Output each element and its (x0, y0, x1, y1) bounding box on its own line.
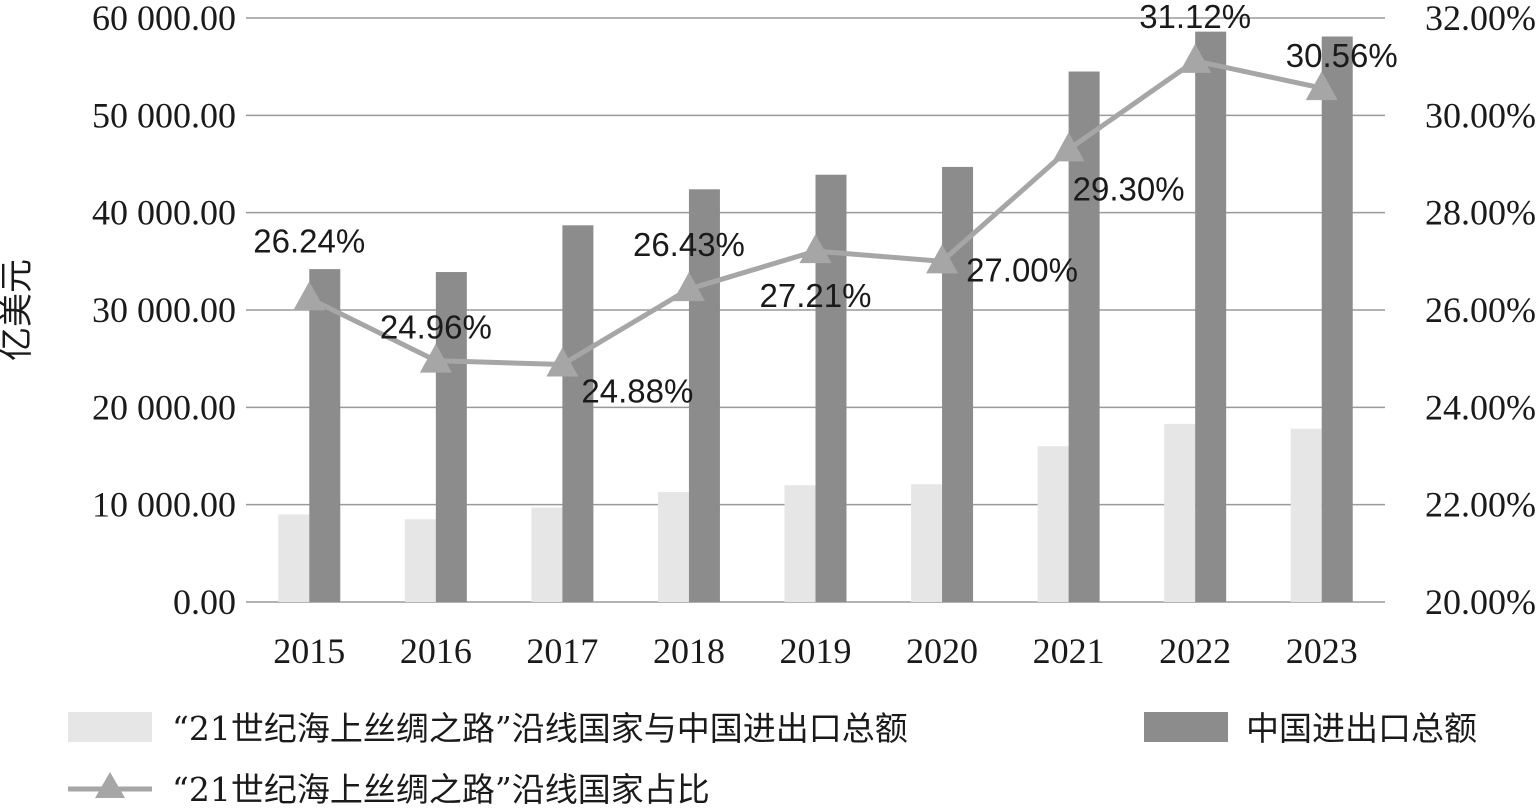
data-label: 31.12% (1139, 0, 1251, 35)
bar-silk-road-trade (404, 519, 436, 602)
triangle-marker (926, 244, 959, 274)
bar-china-total-trade (815, 174, 847, 602)
legend-marker-share (95, 772, 125, 798)
triangle-marker (672, 272, 705, 302)
data-label: 24.96% (380, 309, 492, 346)
bar-silk-road-trade (531, 507, 563, 602)
triangle-marker (546, 347, 579, 377)
x-tick-label: 2015 (273, 631, 345, 671)
bar-series (278, 31, 1353, 603)
x-tick-label: 2023 (1286, 631, 1358, 671)
legend-label-share: “21世纪海上丝绸之路”沿线国家占比 (172, 770, 710, 808)
y-tick-label: 40 000.00 (92, 193, 236, 233)
triangle-marker (1305, 71, 1338, 101)
bar-silk-road-trade (1037, 446, 1069, 602)
y2-tick-label: 22.00% (1425, 485, 1536, 525)
x-tick-label: 2022 (1159, 631, 1231, 671)
data-label: 27.00% (966, 251, 1078, 288)
data-label: 27.21% (760, 277, 872, 314)
bar-china-total-trade (942, 166, 974, 603)
line-series (293, 43, 1338, 377)
legend-label-china-total: 中国进出口总额 (1246, 709, 1477, 748)
y2-tick-label: 32.00% (1425, 0, 1536, 38)
y-tick-label: 0.00 (173, 582, 236, 622)
data-label: 30.56% (1286, 37, 1398, 74)
legend-swatch-china-total (1144, 712, 1228, 742)
y-tick-label: 60 000.00 (92, 0, 236, 38)
legend-label-silk-road-trade: “21世纪海上丝绸之路”沿线国家与中国进出口总额 (172, 709, 908, 748)
bar-china-total-trade (1195, 31, 1227, 603)
x-tick-label: 2020 (906, 631, 978, 671)
bar-silk-road-trade (1164, 423, 1196, 602)
x-tick-label: 2019 (780, 631, 852, 671)
x-tick-label: 2016 (400, 631, 472, 671)
bar-china-total-trade (309, 269, 341, 602)
bar-silk-road-trade (911, 484, 943, 602)
data-label: 24.88% (581, 373, 693, 410)
bar-china-total-trade (435, 272, 467, 602)
triangle-marker (293, 281, 326, 311)
data-label: 29.30% (1073, 170, 1185, 207)
bar-silk-road-trade (278, 514, 310, 602)
y-tick-label: 10 000.00 (92, 485, 236, 525)
triangle-marker (419, 343, 452, 373)
y-tick-label: 30 000.00 (92, 290, 236, 330)
y2-tick-label: 28.00% (1425, 193, 1536, 233)
bar-china-total-trade (562, 225, 594, 602)
data-labels: 26.24% 24.96% 24.88% 26.43% 27.21% 27.00% 29.3… (253, 0, 1397, 410)
y2-tick-label: 24.00% (1425, 387, 1536, 427)
y2-tick-label: 20.00% (1425, 582, 1536, 622)
bar-silk-road-trade (784, 485, 816, 602)
data-label: 26.43% (633, 226, 745, 263)
axes: 0.00 10 000.00 20 000.00 30 000.00 40 000.00… (0, 0, 1536, 671)
y2-tick-label: 26.00% (1425, 290, 1536, 330)
triangle-marker (799, 234, 832, 264)
x-tick-label: 2018 (653, 631, 725, 671)
y-tick-label: 50 000.00 (92, 95, 236, 135)
bar-silk-road-trade (657, 492, 689, 602)
bar-china-total-trade (1321, 36, 1353, 602)
bar-silk-road-trade (1290, 428, 1322, 602)
triangle-marker (1179, 43, 1212, 73)
triangle-marker (1052, 132, 1085, 162)
y2-tick-label: 30.00% (1425, 95, 1536, 135)
y-axis-title: 亿美元 (0, 259, 37, 361)
x-tick-label: 2021 (1033, 631, 1105, 671)
x-tick-label: 2017 (526, 631, 598, 671)
data-label: 26.24% (253, 222, 365, 259)
legend-swatch-silk-road-trade (68, 712, 152, 742)
legend: “21世纪海上丝绸之路”沿线国家与中国进出口总额 中国进出口总额 “21世纪海上丝绸… (68, 709, 1477, 808)
y-tick-label: 20 000.00 (92, 387, 236, 427)
bar-china-total-trade (688, 189, 720, 602)
